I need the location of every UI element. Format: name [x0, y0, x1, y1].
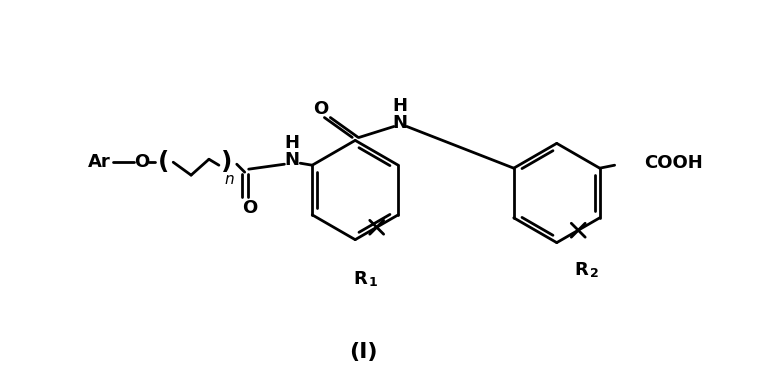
Text: 1: 1 — [368, 276, 378, 289]
Text: N: N — [392, 114, 408, 132]
Text: O: O — [242, 199, 257, 217]
Text: (: ( — [158, 150, 169, 174]
Text: (I): (I) — [349, 342, 378, 362]
Text: H: H — [285, 134, 300, 152]
Text: O: O — [313, 100, 328, 117]
Text: R: R — [574, 261, 588, 280]
Text: COOH: COOH — [644, 154, 703, 172]
Text: ): ) — [221, 150, 233, 174]
Text: N: N — [285, 151, 300, 169]
Text: R: R — [353, 270, 367, 288]
Text: H: H — [392, 97, 408, 115]
Text: Ar: Ar — [88, 153, 111, 171]
Text: n: n — [224, 172, 234, 187]
Text: 2: 2 — [590, 267, 599, 280]
Text: O: O — [134, 153, 149, 171]
